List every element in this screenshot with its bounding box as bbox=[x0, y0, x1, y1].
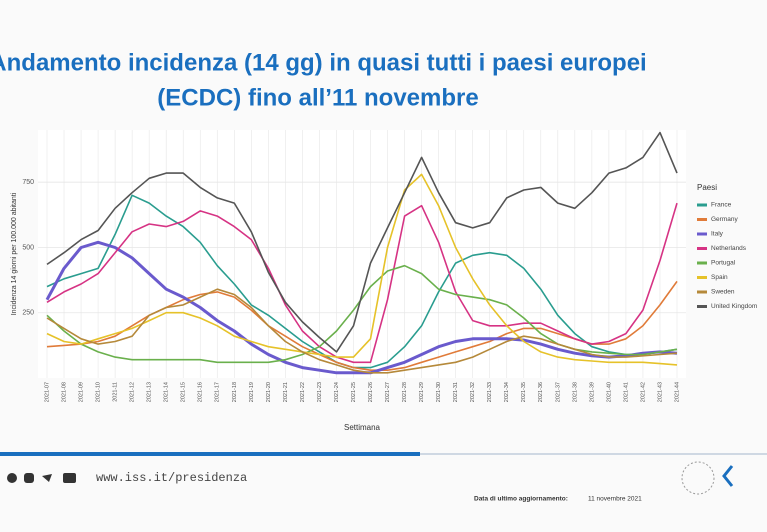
series-line bbox=[46, 202, 678, 364]
x-tick-label: 2021-43 bbox=[657, 382, 663, 402]
x-tick-label: 2021-32 bbox=[470, 382, 476, 402]
series-line bbox=[46, 131, 678, 353]
logo bbox=[722, 465, 734, 487]
x-tick-label: 2021-22 bbox=[300, 382, 306, 402]
x-tick-label: 2021-40 bbox=[606, 382, 612, 402]
x-tick-label: 2021-19 bbox=[249, 382, 255, 402]
legend-title: Paesi bbox=[697, 183, 717, 192]
x-tick-label: 2021-27 bbox=[385, 382, 391, 402]
x-tick-label: 2021-20 bbox=[266, 382, 272, 402]
x-tick-label: 2021-09 bbox=[79, 382, 85, 402]
x-tick-label: 2021-14 bbox=[164, 382, 170, 402]
x-tick-label: 2021-10 bbox=[96, 382, 102, 402]
x-tick-label: 2021-30 bbox=[436, 382, 442, 402]
plot-area bbox=[38, 130, 686, 378]
x-tick-label: 2021-13 bbox=[147, 382, 153, 402]
series-line bbox=[46, 194, 678, 369]
legend-label: Netherlands bbox=[711, 245, 747, 252]
logo bbox=[681, 461, 715, 495]
legend-label: Spain bbox=[711, 274, 728, 281]
x-tick-label: 2021-44 bbox=[674, 382, 680, 402]
legend-label: France bbox=[711, 202, 732, 209]
x-tick-label: 2021-16 bbox=[198, 382, 204, 402]
legend-label: Italy bbox=[711, 231, 724, 238]
x-tick-label: 2021-35 bbox=[521, 382, 527, 402]
x-tick-label: 2021-11 bbox=[113, 382, 119, 402]
footer-stripe bbox=[0, 452, 420, 456]
x-tick-label: 2021-39 bbox=[589, 382, 595, 402]
x-tick-label: 2021-07 bbox=[44, 382, 50, 402]
footer-stripe bbox=[420, 453, 767, 455]
x-tick-label: 2021-42 bbox=[640, 382, 646, 402]
social-icons bbox=[7, 473, 76, 483]
update-date: 11 novembre 2021 bbox=[588, 496, 642, 503]
x-tick-label: 2021-18 bbox=[232, 382, 238, 402]
x-tick-label: 2021-17 bbox=[215, 382, 221, 402]
y-tick-label: 250 bbox=[22, 310, 34, 317]
x-tick-label: 2021-41 bbox=[623, 382, 629, 402]
title-line: Andamento incidenza (14 gg) in quasi tut… bbox=[0, 49, 647, 76]
legend-label: United Kingdom bbox=[711, 303, 757, 310]
x-tick-label: 2021-15 bbox=[181, 382, 187, 402]
x-tick-label: 2021-26 bbox=[368, 382, 374, 402]
x-tick-label: 2021-36 bbox=[538, 382, 544, 402]
x-tick-label: 2021-21 bbox=[283, 382, 289, 402]
x-tick-label: 2021-08 bbox=[61, 382, 67, 402]
x-tick-label: 2021-31 bbox=[453, 382, 459, 402]
series-line bbox=[46, 173, 678, 366]
x-tick-label: 2021-29 bbox=[419, 382, 425, 402]
series-line bbox=[45, 240, 678, 375]
x-tick-label: 2021-25 bbox=[351, 382, 357, 402]
x-tick-label: 2021-12 bbox=[130, 382, 136, 402]
x-tick-label: 2021-24 bbox=[334, 382, 340, 402]
x-axis-label: Settimana bbox=[344, 423, 381, 432]
series-line bbox=[46, 288, 678, 374]
x-tick-label: 2021-23 bbox=[317, 382, 323, 402]
x-tick-label: 2021-37 bbox=[555, 382, 561, 402]
legend-label: Germany bbox=[711, 216, 738, 223]
title-line: (ECDC) fino all’11 novembre bbox=[157, 84, 478, 111]
y-axis-label: Incidenza 14 giorni per 100.000 abitanti bbox=[11, 192, 18, 315]
y-tick-label: 500 bbox=[22, 244, 34, 251]
y-tick-label: 750 bbox=[22, 179, 34, 186]
legend-label: Sweden bbox=[711, 289, 735, 296]
x-tick-label: 2021-28 bbox=[402, 382, 408, 402]
x-tick-label: 2021-38 bbox=[572, 382, 578, 402]
footer-url: www.iss.it/presidenza bbox=[96, 471, 247, 485]
update-label: Data di ultimo aggiornamento: bbox=[474, 496, 568, 503]
legend-label: Portugal bbox=[711, 260, 736, 267]
x-tick-label: 2021-33 bbox=[487, 382, 493, 402]
x-tick-label: 2021-34 bbox=[504, 382, 510, 402]
